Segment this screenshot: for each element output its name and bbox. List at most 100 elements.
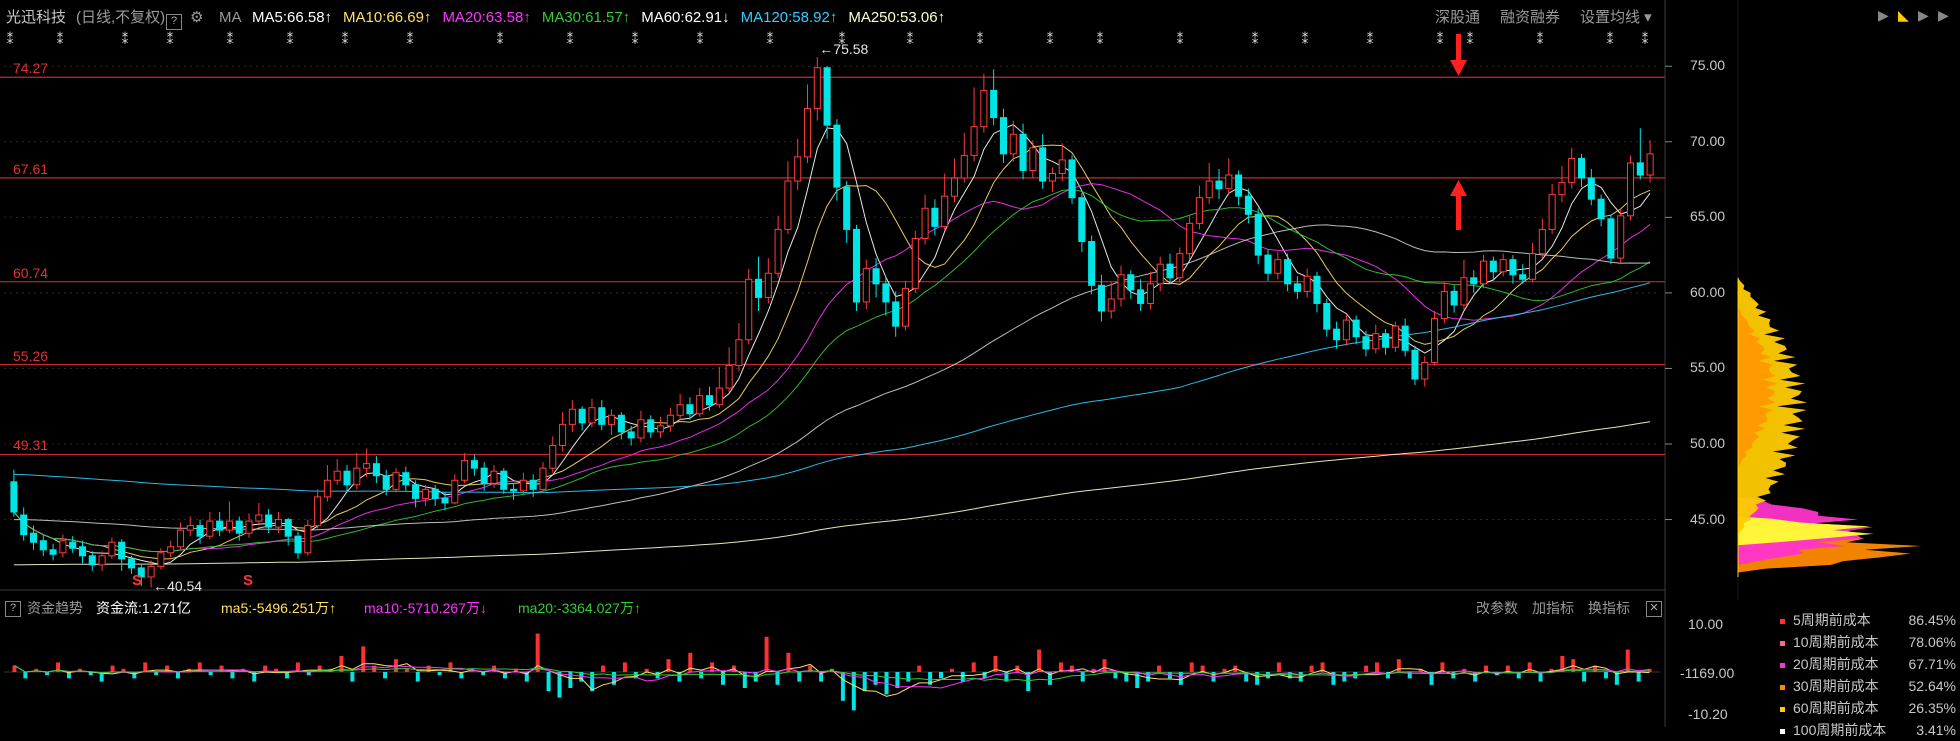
candle-body <box>412 484 420 499</box>
close-icon[interactable]: ✕ <box>1646 598 1662 617</box>
flow-bar <box>274 668 279 672</box>
cost-distribution-icon[interactable]: ◣ <box>1898 7 1909 23</box>
flow-main-value: 资金流:1.271亿 <box>96 600 191 616</box>
candle-body <box>510 488 518 492</box>
price-axis-label: 70.00 <box>1690 132 1726 149</box>
candle-body <box>529 479 537 490</box>
legend-swatch <box>1780 728 1785 734</box>
event-marker: ⁑ <box>287 32 294 47</box>
flow-bar <box>1069 665 1074 672</box>
candle-body <box>1489 260 1497 273</box>
flow-help-icon[interactable]: ? <box>5 598 21 617</box>
candle-body <box>657 425 665 433</box>
candle-body <box>157 552 165 567</box>
candle-body <box>392 472 400 490</box>
flow-bar <box>513 668 518 672</box>
flow-bar <box>1222 668 1227 672</box>
flow-bar <box>590 672 595 692</box>
price-axis-label: 75.00 <box>1690 57 1726 74</box>
candle-body <box>862 268 870 303</box>
button-margin[interactable]: 融资融券 <box>1500 9 1561 26</box>
flow-bar <box>56 662 61 672</box>
flow-bar <box>1080 672 1085 682</box>
ma-value: MA120:58.92↑ <box>740 9 838 26</box>
period-label[interactable]: (日线,不复权) <box>76 9 166 26</box>
event-marker: ⁑ <box>342 32 349 47</box>
flow-bar <box>1538 672 1543 682</box>
ma-values: MA5:66.58↑ MA10:66.69↑ MA20:63.58↑ MA30:61.… <box>252 8 956 28</box>
flow-bar <box>1560 656 1565 672</box>
ma-line-250 <box>13 421 1651 566</box>
event-marker: ⁑ <box>1642 32 1649 47</box>
flag-icon[interactable]: ▶ <box>1878 7 1889 23</box>
candle-body <box>1509 259 1517 276</box>
flow-bar <box>1549 668 1554 672</box>
candle-body <box>1528 253 1537 280</box>
flow-bar <box>1440 662 1445 672</box>
flow-bar <box>775 672 780 685</box>
candle-body <box>245 520 253 534</box>
flow-bar <box>1593 665 1598 672</box>
flow-bar <box>459 672 464 679</box>
candle-body <box>470 460 478 469</box>
candle-body <box>980 89 988 128</box>
flow-bar <box>306 672 311 676</box>
flag-2-icon[interactable]: ▶ <box>1918 7 1929 23</box>
stock-name[interactable]: 光迅科技 <box>6 9 67 26</box>
event-marker: ⁑ <box>567 32 574 47</box>
ma-arrow: ↑ <box>622 9 631 26</box>
candle-body <box>255 514 263 522</box>
candle-body <box>1391 325 1399 348</box>
flow-bar <box>284 672 289 679</box>
candle-body <box>137 567 145 578</box>
flow-bar <box>949 668 954 672</box>
flow-bar <box>1026 672 1031 692</box>
candle-body <box>1568 157 1576 184</box>
flow-bar <box>1625 649 1630 672</box>
flow-bar <box>960 672 965 682</box>
candle-body <box>1607 218 1615 259</box>
candle-body <box>284 519 292 537</box>
button-edit-params[interactable]: 改参数 <box>1476 600 1518 616</box>
candle-body <box>568 408 576 425</box>
candle-body <box>1372 333 1380 350</box>
candle-body <box>176 529 184 548</box>
flow-bar <box>1473 672 1478 682</box>
candle-body <box>794 156 802 182</box>
event-marker: ⁑ <box>1607 32 1614 47</box>
candle-body <box>216 520 224 531</box>
candle-body <box>1558 182 1566 196</box>
candle-body <box>490 470 498 484</box>
button-shenguton[interactable]: 深股通 <box>1435 9 1481 26</box>
flow-bar <box>154 672 159 676</box>
candle-body <box>637 419 645 439</box>
button-switch-indicator[interactable]: 换指标 <box>1588 600 1630 616</box>
event-marker: ⁑ <box>1097 32 1104 47</box>
button-set-ma[interactable]: 设置均线 ▾ <box>1580 9 1652 26</box>
flow-ma10: ma10:-5710.267万↓ <box>364 600 487 616</box>
event-marker: ⁑ <box>839 32 846 47</box>
price-axis-label: 55.00 <box>1690 359 1726 376</box>
candle-body <box>304 525 312 554</box>
candle-body <box>617 414 625 433</box>
flag-3-icon[interactable]: ▶ <box>1938 7 1949 23</box>
event-marker: ⁑ <box>57 32 64 47</box>
flow-bar <box>939 672 944 679</box>
button-add-indicator[interactable]: 加指标 <box>1532 600 1574 616</box>
gear-icon[interactable]: ⚙ <box>190 9 204 26</box>
candle-body <box>647 419 655 433</box>
event-marker: ⁑ <box>1302 32 1309 47</box>
legend-label: 20周期前成本 <box>1793 656 1879 672</box>
candle-body <box>441 497 449 504</box>
s-marker-1: S <box>132 572 143 589</box>
help-icon[interactable]: ? <box>166 10 182 30</box>
flow-bar <box>1276 662 1281 672</box>
flow-title[interactable]: 资金趋势 <box>27 600 83 616</box>
legend-swatch <box>1780 640 1785 646</box>
candle-body <box>784 180 792 230</box>
flow-bar <box>1429 672 1434 685</box>
candle-body <box>1186 222 1194 255</box>
candle-body <box>764 272 772 298</box>
flow-bar <box>1048 672 1053 685</box>
